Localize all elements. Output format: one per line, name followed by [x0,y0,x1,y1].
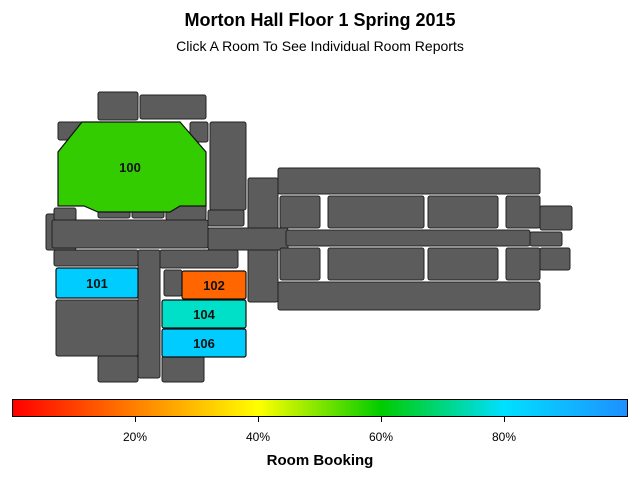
map-title: Morton Hall Floor 1 Spring 2015 [184,10,456,30]
colorbar-tick [135,417,136,422]
room-104[interactable]: 104 [161,299,247,329]
map-subtitle: Click A Room To See Individual Room Repo… [176,38,464,54]
booking-colorbar [12,399,628,417]
room-101[interactable]: 101 [55,267,139,299]
room-102[interactable]: 102 [181,270,247,300]
colorbar-tick-label: 20% [122,430,148,444]
room-100[interactable]: 100 [57,121,207,213]
colorbar-tick-label: 60% [368,430,394,444]
colorbar-tick [504,417,505,422]
floor-plan-map: 100 101 102 104 106 [45,91,573,383]
colorbar-tick [381,417,382,422]
room-106[interactable]: 106 [161,328,247,358]
building-outline [45,91,573,383]
colorbar-tick [258,417,259,422]
colorbar-title: Room Booking [266,452,374,469]
colorbar-tick-label: 80% [491,430,517,444]
colorbar-tick-label: 40% [245,430,271,444]
